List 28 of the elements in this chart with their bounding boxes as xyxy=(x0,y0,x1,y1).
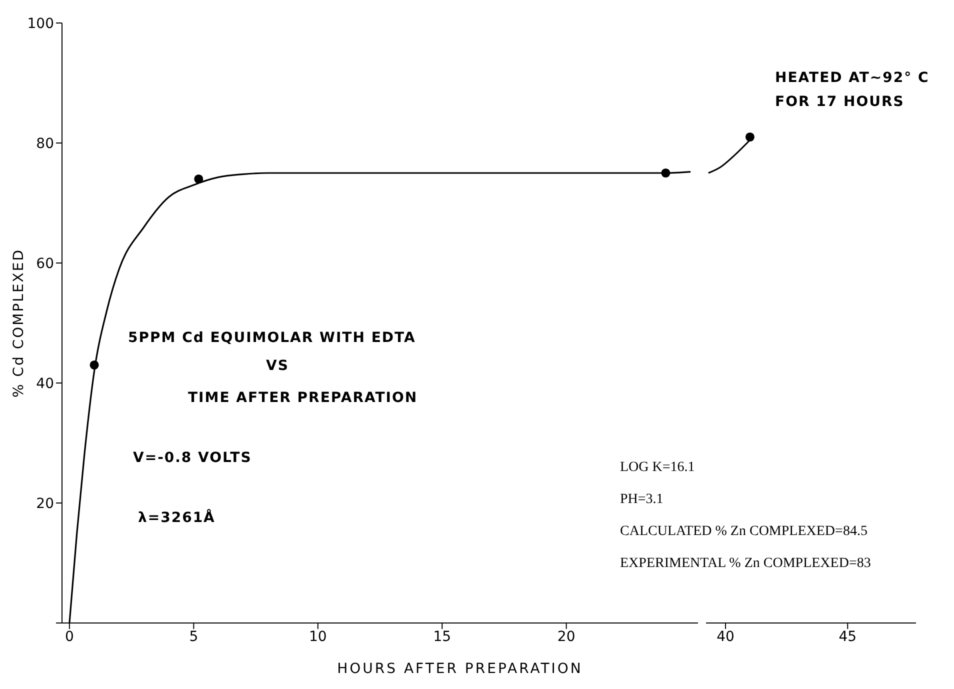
annotation: CALCULATED % Zn COMPLEXED=84.5 xyxy=(620,524,868,540)
y-tick-label: 20 xyxy=(36,496,54,512)
x-tick-label: 20 xyxy=(557,628,576,645)
point xyxy=(90,360,99,370)
x-tick-label: 15 xyxy=(433,628,452,645)
annotation: TIME AFTER PREPARATION xyxy=(188,390,418,406)
annotation: FOR 17 HOURS xyxy=(775,94,904,110)
annotation: VS xyxy=(266,358,289,374)
y-axis-title: % Cd COMPLEXED xyxy=(10,248,27,398)
annotation: PH=3.1 xyxy=(620,492,664,508)
annotation: HEATED AT~92° C xyxy=(775,70,930,86)
x-tick-label: 40 xyxy=(716,628,734,645)
y-tick-label: 80 xyxy=(36,136,54,152)
point xyxy=(661,168,670,178)
y-tick-label: 40 xyxy=(36,376,54,392)
annotation: EXPERIMENTAL % Zn COMPLEXED=83 xyxy=(620,556,871,572)
x-axis-title: HOURS AFTER PREPARATION xyxy=(337,661,583,677)
x-tick-label: 5 xyxy=(189,628,198,645)
point xyxy=(194,174,204,184)
x-tick-label: 10 xyxy=(308,628,327,645)
annotation: 5PPM Cd EQUIMOLAR WITH EDTA xyxy=(128,330,416,346)
y-tick-label: 100 xyxy=(27,16,54,32)
x-tick-label: 45 xyxy=(838,628,857,645)
annotation: V=-0.8 VOLTS xyxy=(133,450,252,466)
y-tick-label: 60 xyxy=(36,256,54,272)
annotation: LOG K=16.1 xyxy=(620,460,695,476)
annotation: λ=3261Å xyxy=(138,510,216,526)
x-tick-label: 0 xyxy=(64,628,74,645)
